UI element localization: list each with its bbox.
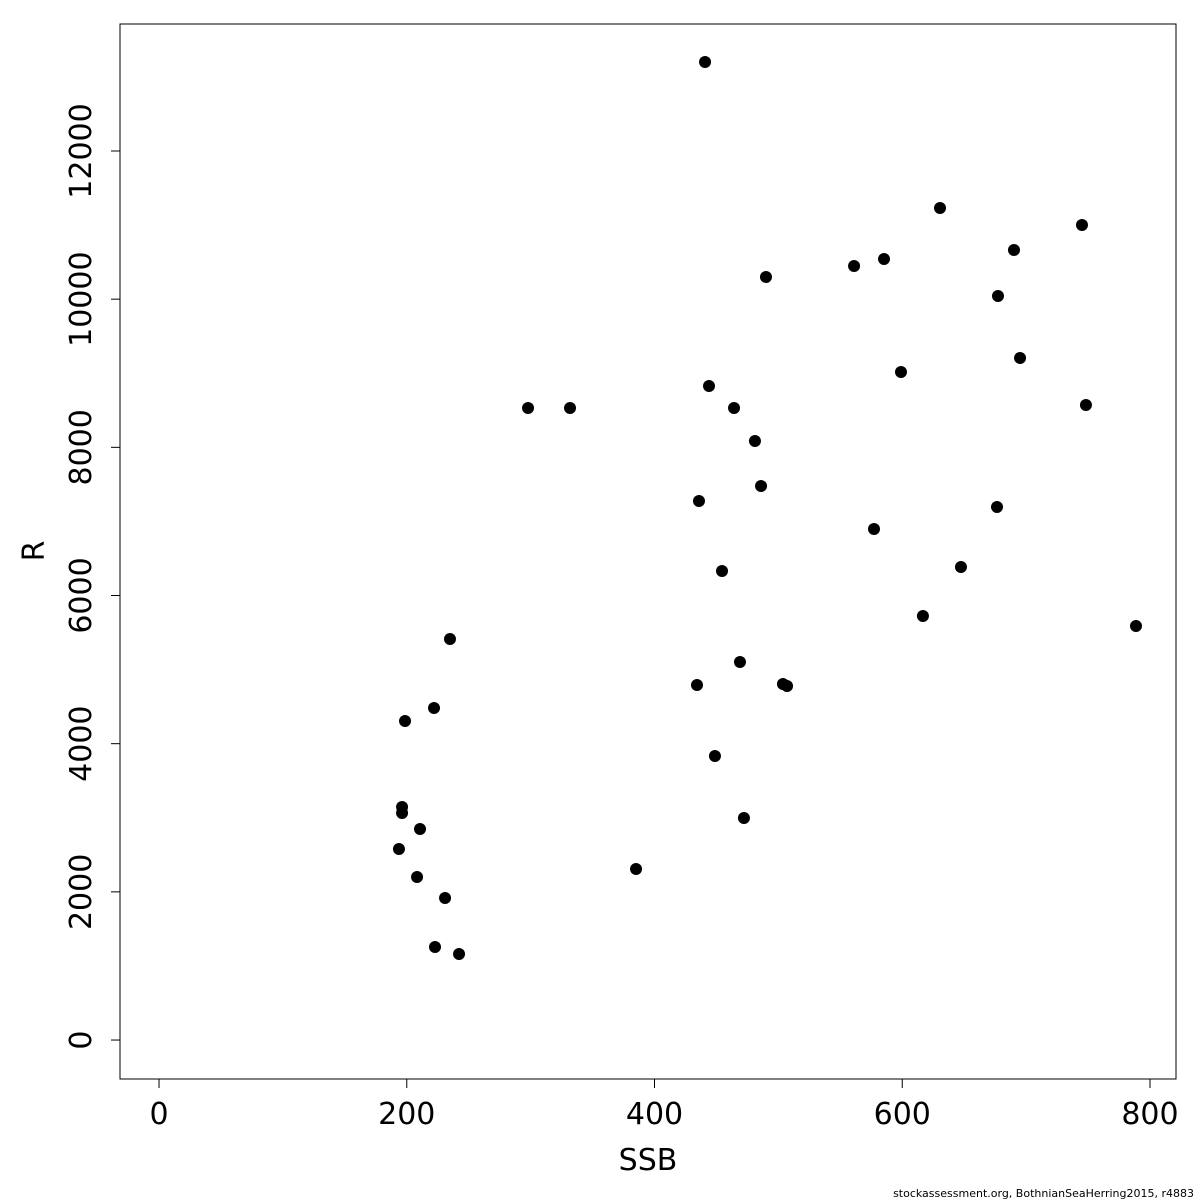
- point: [699, 56, 712, 69]
- point: [781, 680, 794, 693]
- point: [954, 560, 967, 573]
- point: [443, 632, 456, 645]
- y-tick-label: 2000: [64, 854, 99, 930]
- point: [878, 253, 891, 266]
- y-tick-label: 6000: [64, 557, 99, 633]
- x-tick-label: 200: [378, 1097, 435, 1132]
- x-tick-label: 400: [626, 1097, 683, 1132]
- point: [708, 749, 721, 762]
- point: [755, 480, 768, 493]
- x-axis-label: SSB: [619, 1143, 678, 1178]
- point: [1129, 620, 1142, 633]
- point: [453, 948, 466, 961]
- y-tick-label: 12000: [64, 103, 99, 198]
- point: [868, 522, 881, 535]
- point: [414, 823, 427, 836]
- y-tick-label: 10000: [64, 251, 99, 346]
- point: [564, 401, 577, 414]
- point: [439, 892, 452, 905]
- point: [991, 500, 1004, 513]
- point: [392, 843, 405, 856]
- point: [1075, 218, 1088, 231]
- point: [895, 365, 908, 378]
- point: [748, 434, 761, 447]
- footer: stockassessment.org, BothnianSeaHerring2…: [893, 1187, 1194, 1200]
- point: [1014, 351, 1027, 364]
- point: [848, 259, 861, 272]
- plot-frame: [119, 23, 1177, 1080]
- point: [522, 401, 535, 414]
- point: [630, 863, 643, 876]
- point: [411, 871, 424, 884]
- x-tick-label: 800: [1121, 1097, 1178, 1132]
- point: [934, 202, 947, 215]
- y-tick-label: 8000: [64, 409, 99, 485]
- point: [728, 401, 741, 414]
- x-tick-label: 0: [149, 1097, 168, 1132]
- point: [429, 941, 442, 954]
- x-tick-label: 600: [874, 1097, 931, 1132]
- point: [1079, 399, 1092, 412]
- point: [916, 610, 929, 623]
- point: [1007, 243, 1020, 256]
- point: [396, 807, 409, 820]
- point: [703, 379, 716, 392]
- point: [733, 656, 746, 669]
- point: [399, 715, 412, 728]
- point: [991, 289, 1004, 302]
- y-axis-label: R: [17, 541, 52, 562]
- point: [690, 679, 703, 692]
- point: [737, 811, 750, 824]
- point: [428, 702, 441, 715]
- y-tick-label: 0: [64, 1030, 99, 1049]
- y-tick-label: 4000: [64, 706, 99, 782]
- point: [692, 494, 705, 507]
- point: [716, 564, 729, 577]
- point: [759, 271, 772, 284]
